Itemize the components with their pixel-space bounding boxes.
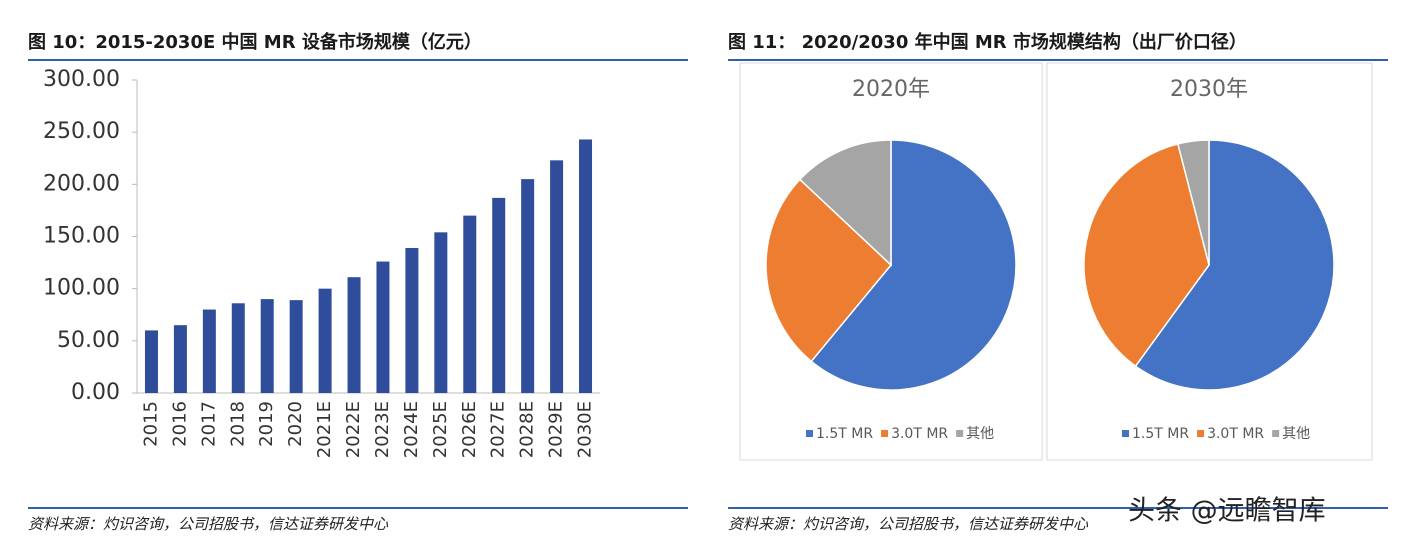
bar bbox=[173, 325, 187, 393]
legend-label: 其他 bbox=[1282, 426, 1310, 442]
bar bbox=[260, 299, 274, 393]
y-tick-label: 100.00 bbox=[43, 276, 120, 301]
pie-title: 2020年 bbox=[852, 77, 930, 102]
y-tick-label: 150.00 bbox=[43, 224, 120, 249]
bar bbox=[289, 300, 303, 393]
legend-label: 3.0T MR bbox=[891, 426, 948, 442]
x-tick-label: 2025E bbox=[430, 401, 451, 458]
x-tick-label: 2023E bbox=[372, 401, 393, 458]
x-tick-label: 2021E bbox=[314, 401, 335, 458]
x-tick-label: 2022E bbox=[343, 401, 364, 458]
source-note: 资料来源：灼识咨询，公司招股书，信达证券研发中心 bbox=[728, 515, 1089, 533]
x-tick-label: 2029E bbox=[546, 401, 567, 458]
x-tick-label: 2020 bbox=[285, 401, 306, 447]
x-tick-label: 2019 bbox=[256, 401, 277, 447]
figure-title: 图 10：2015-2030E 中国 MR 设备市场规模（亿元） bbox=[28, 31, 482, 53]
bar bbox=[318, 288, 332, 393]
bar bbox=[579, 139, 593, 393]
legend-swatch bbox=[1272, 430, 1280, 437]
pie-slice bbox=[765, 178, 893, 363]
x-tick-label: 2027E bbox=[488, 401, 509, 458]
pie-frame bbox=[1046, 62, 1373, 461]
bar bbox=[202, 309, 216, 393]
legend-swatch bbox=[881, 430, 889, 437]
watermark: 头条 @远瞻智库 bbox=[1128, 496, 1326, 527]
y-tick-label: 300.00 bbox=[43, 67, 120, 92]
y-tick-label: 200.00 bbox=[43, 171, 120, 196]
bar bbox=[550, 160, 564, 393]
pie-slice bbox=[1083, 143, 1210, 368]
y-tick-label: 50.00 bbox=[57, 328, 120, 353]
x-tick-label: 2030E bbox=[575, 401, 596, 458]
pie-slice bbox=[810, 139, 1017, 391]
bar bbox=[521, 179, 535, 393]
x-tick-label: 2028E bbox=[517, 401, 538, 458]
pie-frame bbox=[739, 62, 1043, 461]
legend-swatch bbox=[956, 430, 964, 437]
bar bbox=[405, 247, 419, 393]
source-note: 资料来源：灼识咨询，公司招股书，信达证券研发中心 bbox=[28, 515, 389, 533]
pie-slice bbox=[1176, 139, 1210, 266]
bar bbox=[463, 215, 477, 393]
x-tick-label: 2024E bbox=[401, 401, 422, 458]
legend-label: 1.5T MR bbox=[1132, 426, 1189, 442]
pie-slice bbox=[798, 139, 892, 267]
legend-swatch bbox=[806, 430, 813, 437]
legend-label: 其他 bbox=[966, 426, 994, 442]
bar bbox=[376, 261, 390, 393]
pie-title: 2030年 bbox=[1170, 77, 1248, 102]
y-tick-label: 0.00 bbox=[71, 380, 120, 405]
bar bbox=[434, 232, 448, 393]
bar bbox=[144, 330, 158, 393]
x-tick-label: 2018 bbox=[227, 401, 248, 447]
legend-swatch bbox=[1197, 430, 1205, 437]
pie-slice bbox=[1134, 139, 1335, 391]
legend-label: 1.5T MR bbox=[816, 426, 873, 442]
x-tick-label: 2017 bbox=[198, 401, 219, 447]
bar bbox=[347, 277, 361, 393]
bar bbox=[492, 197, 506, 393]
legend-label: 3.0T MR bbox=[1207, 426, 1264, 442]
bar bbox=[231, 303, 245, 393]
legend-swatch bbox=[1122, 430, 1129, 437]
x-tick-label: 2015 bbox=[140, 401, 161, 447]
figure-title: 图 11： 2020/2030 年中国 MR 市场规模结构（出厂价口径） bbox=[728, 31, 1247, 53]
x-tick-label: 2026E bbox=[459, 401, 480, 458]
y-tick-label: 250.00 bbox=[43, 119, 120, 144]
x-tick-label: 2016 bbox=[169, 401, 190, 447]
